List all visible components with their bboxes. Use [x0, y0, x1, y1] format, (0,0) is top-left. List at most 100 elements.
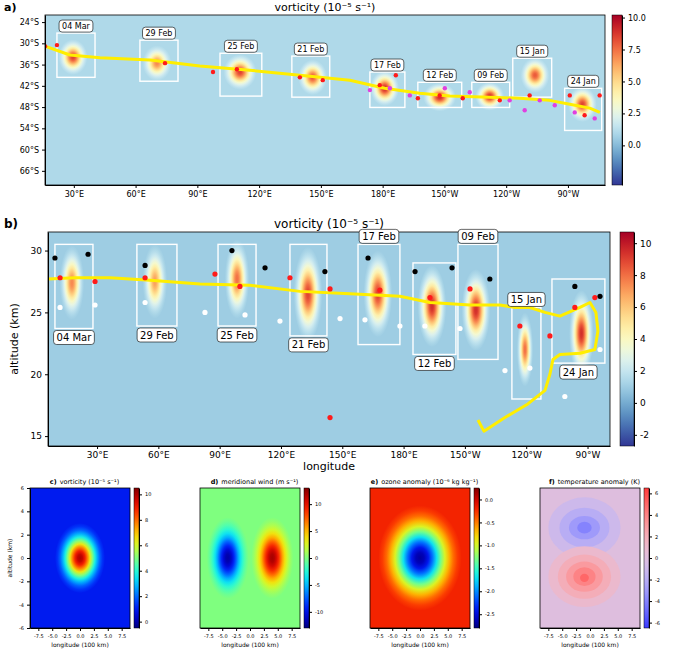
tick: -2 — [19, 578, 30, 584]
colorbar-axis: 0246810 — [139, 489, 151, 629]
tick-mark — [27, 535, 30, 536]
point — [262, 265, 267, 270]
date-label-box — [137, 328, 177, 342]
tick: 2.5 — [260, 628, 268, 639]
tick-mark — [27, 581, 30, 582]
tick-mark — [420, 628, 421, 631]
field-background — [48, 232, 610, 446]
plot-area — [30, 488, 130, 628]
date-label: 21 Feb — [289, 338, 329, 352]
point — [142, 300, 147, 305]
tick-label: 25 — [31, 308, 42, 318]
point — [582, 113, 586, 117]
x-axis-title: longitude (100 km) — [561, 641, 619, 649]
vortex-box — [458, 244, 498, 359]
point — [498, 98, 502, 102]
date-labels: 04 Mar29 Feb25 Feb21 Feb17 Feb12 Feb09 F… — [54, 229, 598, 379]
tick: 10 — [309, 501, 321, 507]
point — [523, 108, 527, 112]
tick: 5.0 — [274, 628, 282, 639]
point — [562, 394, 567, 399]
point — [142, 263, 147, 268]
point — [92, 302, 97, 307]
point — [202, 310, 207, 315]
tick: 90°W — [557, 185, 579, 199]
tick: 120°W — [511, 446, 542, 460]
tick: 90°E — [188, 185, 207, 199]
tick-mark — [342, 446, 343, 449]
tick-mark — [42, 22, 45, 23]
tick: 5 — [309, 528, 318, 534]
vortex-box — [137, 244, 177, 326]
tick-mark — [66, 628, 67, 631]
point — [142, 275, 147, 280]
vortex-field — [517, 312, 533, 386]
vortex-field — [548, 546, 620, 607]
vortex-field — [294, 247, 323, 341]
date-label-text: 04 Mar — [62, 22, 91, 31]
tick-mark — [649, 623, 652, 624]
tick-label: 7.5 — [628, 46, 641, 55]
tick: 4 — [649, 512, 658, 518]
y-axis: 24°S30°S36°S42°S48°S54°S60°S66°S — [20, 16, 46, 186]
tick-label: 2.5 — [430, 633, 438, 639]
tick-label: 2.5 — [628, 109, 641, 118]
date-label: 12 Feb — [423, 69, 456, 81]
tick: 6 — [649, 490, 658, 496]
track-line — [48, 278, 598, 431]
tick: 7.5 — [458, 628, 466, 639]
tick: 60°S — [20, 146, 45, 155]
tick-label: -7.5 — [34, 633, 44, 639]
date-label-text: 29 Feb — [140, 330, 174, 341]
tick-mark — [634, 275, 637, 276]
tick: 6 — [21, 485, 30, 491]
tick: 30°E — [65, 185, 84, 199]
tick-mark — [45, 436, 48, 437]
tick-mark — [45, 251, 48, 252]
vortex-box — [512, 307, 541, 399]
field-background — [540, 488, 640, 628]
point — [487, 276, 492, 281]
tick-label: 0 — [21, 555, 24, 561]
tick: 120°W — [493, 185, 520, 199]
title: d)meridional wind (m s⁻¹) — [211, 478, 299, 486]
date-label-box — [59, 20, 93, 32]
tick-mark — [74, 185, 75, 188]
vortex-field — [225, 239, 250, 318]
tick: 2.5 — [90, 628, 98, 639]
date-label: 12 Feb — [415, 356, 455, 370]
date-label-box — [294, 43, 327, 55]
point — [468, 90, 472, 94]
tick-label: 90°W — [576, 450, 601, 460]
field-background — [200, 488, 300, 628]
track-line — [45, 46, 600, 112]
tick: 6 — [139, 542, 148, 548]
tick-mark — [42, 128, 45, 129]
point — [362, 317, 367, 322]
tick-mark — [479, 499, 482, 500]
tick: -1.0 — [479, 542, 495, 548]
vortex-field — [577, 522, 591, 534]
tick-mark — [404, 446, 405, 449]
axis-line — [48, 233, 49, 447]
point — [597, 93, 601, 97]
tick: 0 — [139, 619, 148, 625]
tick: -5.0 — [388, 628, 398, 639]
tick-label: -4 — [655, 598, 660, 604]
tick: 180°E — [390, 446, 418, 460]
tick-mark — [526, 446, 527, 449]
date-label-box — [568, 75, 599, 87]
colorbar-axis: -2.5-2.0-1.5-1.0-0.50.0 — [479, 489, 495, 629]
tick: 7.5 — [118, 628, 126, 639]
tick-mark — [139, 520, 142, 521]
point — [572, 305, 577, 310]
point — [321, 78, 325, 82]
title: f)temperature anomaly (K) — [549, 478, 640, 486]
tick-label: 120°W — [493, 190, 520, 199]
tick-label: -10 — [315, 609, 323, 615]
tick-label: 54°S — [20, 124, 39, 133]
tick-mark — [97, 446, 98, 449]
tick-mark — [250, 628, 251, 631]
point — [538, 98, 542, 102]
point — [298, 75, 302, 79]
